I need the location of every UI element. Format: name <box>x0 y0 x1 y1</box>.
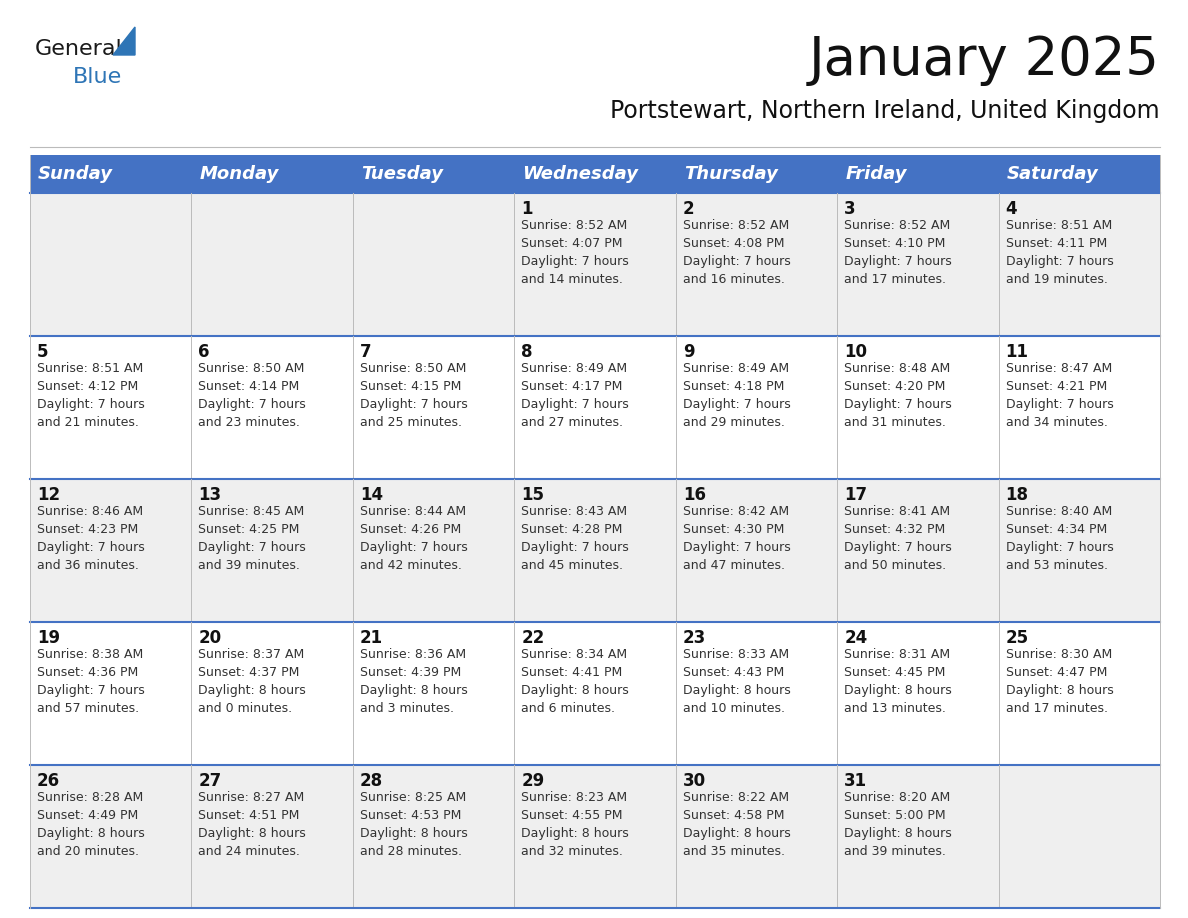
Text: Sunrise: 8:30 AM
Sunset: 4:47 PM
Daylight: 8 hours
and 17 minutes.: Sunrise: 8:30 AM Sunset: 4:47 PM Dayligh… <box>1005 648 1113 715</box>
Text: Blue: Blue <box>72 67 122 87</box>
Text: 22: 22 <box>522 629 544 647</box>
Text: Sunrise: 8:48 AM
Sunset: 4:20 PM
Daylight: 7 hours
and 31 minutes.: Sunrise: 8:48 AM Sunset: 4:20 PM Dayligh… <box>845 362 952 429</box>
Text: 27: 27 <box>198 772 222 790</box>
Text: Sunrise: 8:36 AM
Sunset: 4:39 PM
Daylight: 8 hours
and 3 minutes.: Sunrise: 8:36 AM Sunset: 4:39 PM Dayligh… <box>360 648 468 715</box>
Text: Sunrise: 8:51 AM
Sunset: 4:12 PM
Daylight: 7 hours
and 21 minutes.: Sunrise: 8:51 AM Sunset: 4:12 PM Dayligh… <box>37 362 145 429</box>
Text: 31: 31 <box>845 772 867 790</box>
Text: Sunrise: 8:49 AM
Sunset: 4:18 PM
Daylight: 7 hours
and 29 minutes.: Sunrise: 8:49 AM Sunset: 4:18 PM Dayligh… <box>683 362 790 429</box>
Text: Sunrise: 8:41 AM
Sunset: 4:32 PM
Daylight: 7 hours
and 50 minutes.: Sunrise: 8:41 AM Sunset: 4:32 PM Dayligh… <box>845 505 952 572</box>
Text: Saturday: Saturday <box>1006 165 1099 183</box>
Text: 10: 10 <box>845 343 867 361</box>
Text: Sunrise: 8:52 AM
Sunset: 4:08 PM
Daylight: 7 hours
and 16 minutes.: Sunrise: 8:52 AM Sunset: 4:08 PM Dayligh… <box>683 219 790 286</box>
Text: 20: 20 <box>198 629 221 647</box>
Text: 8: 8 <box>522 343 532 361</box>
Text: Sunrise: 8:52 AM
Sunset: 4:07 PM
Daylight: 7 hours
and 14 minutes.: Sunrise: 8:52 AM Sunset: 4:07 PM Dayligh… <box>522 219 628 286</box>
Text: Sunrise: 8:31 AM
Sunset: 4:45 PM
Daylight: 8 hours
and 13 minutes.: Sunrise: 8:31 AM Sunset: 4:45 PM Dayligh… <box>845 648 952 715</box>
Text: Sunrise: 8:50 AM
Sunset: 4:15 PM
Daylight: 7 hours
and 25 minutes.: Sunrise: 8:50 AM Sunset: 4:15 PM Dayligh… <box>360 362 468 429</box>
Text: 6: 6 <box>198 343 210 361</box>
Text: 4: 4 <box>1005 200 1017 218</box>
Text: Sunrise: 8:25 AM
Sunset: 4:53 PM
Daylight: 8 hours
and 28 minutes.: Sunrise: 8:25 AM Sunset: 4:53 PM Dayligh… <box>360 791 468 858</box>
Text: 7: 7 <box>360 343 372 361</box>
Text: Sunrise: 8:51 AM
Sunset: 4:11 PM
Daylight: 7 hours
and 19 minutes.: Sunrise: 8:51 AM Sunset: 4:11 PM Dayligh… <box>1005 219 1113 286</box>
Polygon shape <box>113 27 135 55</box>
Text: Sunrise: 8:46 AM
Sunset: 4:23 PM
Daylight: 7 hours
and 36 minutes.: Sunrise: 8:46 AM Sunset: 4:23 PM Dayligh… <box>37 505 145 572</box>
Text: 21: 21 <box>360 629 383 647</box>
Bar <box>30 622 1159 765</box>
Text: Sunrise: 8:23 AM
Sunset: 4:55 PM
Daylight: 8 hours
and 32 minutes.: Sunrise: 8:23 AM Sunset: 4:55 PM Dayligh… <box>522 791 628 858</box>
Text: 17: 17 <box>845 486 867 504</box>
Text: 16: 16 <box>683 486 706 504</box>
Bar <box>30 193 1159 336</box>
Text: Sunday: Sunday <box>38 165 113 183</box>
Text: 12: 12 <box>37 486 61 504</box>
Text: 5: 5 <box>37 343 49 361</box>
Text: 24: 24 <box>845 629 867 647</box>
Text: Sunrise: 8:40 AM
Sunset: 4:34 PM
Daylight: 7 hours
and 53 minutes.: Sunrise: 8:40 AM Sunset: 4:34 PM Dayligh… <box>1005 505 1113 572</box>
Text: Sunrise: 8:34 AM
Sunset: 4:41 PM
Daylight: 8 hours
and 6 minutes.: Sunrise: 8:34 AM Sunset: 4:41 PM Dayligh… <box>522 648 628 715</box>
Text: 2: 2 <box>683 200 694 218</box>
Text: Monday: Monday <box>200 165 279 183</box>
Text: 15: 15 <box>522 486 544 504</box>
Text: 28: 28 <box>360 772 383 790</box>
Text: Wednesday: Wednesday <box>523 165 638 183</box>
Text: January 2025: January 2025 <box>809 34 1159 86</box>
Text: Sunrise: 8:52 AM
Sunset: 4:10 PM
Daylight: 7 hours
and 17 minutes.: Sunrise: 8:52 AM Sunset: 4:10 PM Dayligh… <box>845 219 952 286</box>
Bar <box>30 155 1159 193</box>
Text: Sunrise: 8:49 AM
Sunset: 4:17 PM
Daylight: 7 hours
and 27 minutes.: Sunrise: 8:49 AM Sunset: 4:17 PM Dayligh… <box>522 362 628 429</box>
Text: Sunrise: 8:50 AM
Sunset: 4:14 PM
Daylight: 7 hours
and 23 minutes.: Sunrise: 8:50 AM Sunset: 4:14 PM Dayligh… <box>198 362 307 429</box>
Bar <box>30 336 1159 479</box>
Text: 1: 1 <box>522 200 532 218</box>
Text: 26: 26 <box>37 772 61 790</box>
Text: 18: 18 <box>1005 486 1029 504</box>
Text: Sunrise: 8:38 AM
Sunset: 4:36 PM
Daylight: 7 hours
and 57 minutes.: Sunrise: 8:38 AM Sunset: 4:36 PM Dayligh… <box>37 648 145 715</box>
Text: Sunrise: 8:22 AM
Sunset: 4:58 PM
Daylight: 8 hours
and 35 minutes.: Sunrise: 8:22 AM Sunset: 4:58 PM Dayligh… <box>683 791 790 858</box>
Text: Portstewart, Northern Ireland, United Kingdom: Portstewart, Northern Ireland, United Ki… <box>611 99 1159 123</box>
Text: Sunrise: 8:33 AM
Sunset: 4:43 PM
Daylight: 8 hours
and 10 minutes.: Sunrise: 8:33 AM Sunset: 4:43 PM Dayligh… <box>683 648 790 715</box>
Text: Thursday: Thursday <box>684 165 778 183</box>
Text: 19: 19 <box>37 629 61 647</box>
Text: Sunrise: 8:28 AM
Sunset: 4:49 PM
Daylight: 8 hours
and 20 minutes.: Sunrise: 8:28 AM Sunset: 4:49 PM Dayligh… <box>37 791 145 858</box>
Bar <box>30 765 1159 908</box>
Text: 13: 13 <box>198 486 221 504</box>
Text: 11: 11 <box>1005 343 1029 361</box>
Text: 23: 23 <box>683 629 706 647</box>
Text: 25: 25 <box>1005 629 1029 647</box>
Text: Sunrise: 8:44 AM
Sunset: 4:26 PM
Daylight: 7 hours
and 42 minutes.: Sunrise: 8:44 AM Sunset: 4:26 PM Dayligh… <box>360 505 468 572</box>
Text: Sunrise: 8:37 AM
Sunset: 4:37 PM
Daylight: 8 hours
and 0 minutes.: Sunrise: 8:37 AM Sunset: 4:37 PM Dayligh… <box>198 648 307 715</box>
Text: Sunrise: 8:45 AM
Sunset: 4:25 PM
Daylight: 7 hours
and 39 minutes.: Sunrise: 8:45 AM Sunset: 4:25 PM Dayligh… <box>198 505 307 572</box>
Text: 3: 3 <box>845 200 855 218</box>
Text: 30: 30 <box>683 772 706 790</box>
Text: 14: 14 <box>360 486 383 504</box>
Text: Sunrise: 8:43 AM
Sunset: 4:28 PM
Daylight: 7 hours
and 45 minutes.: Sunrise: 8:43 AM Sunset: 4:28 PM Dayligh… <box>522 505 628 572</box>
Bar <box>30 479 1159 622</box>
Text: General: General <box>34 39 122 59</box>
Text: Sunrise: 8:27 AM
Sunset: 4:51 PM
Daylight: 8 hours
and 24 minutes.: Sunrise: 8:27 AM Sunset: 4:51 PM Dayligh… <box>198 791 307 858</box>
Text: Sunrise: 8:20 AM
Sunset: 5:00 PM
Daylight: 8 hours
and 39 minutes.: Sunrise: 8:20 AM Sunset: 5:00 PM Dayligh… <box>845 791 952 858</box>
Text: Sunrise: 8:47 AM
Sunset: 4:21 PM
Daylight: 7 hours
and 34 minutes.: Sunrise: 8:47 AM Sunset: 4:21 PM Dayligh… <box>1005 362 1113 429</box>
Text: Tuesday: Tuesday <box>361 165 443 183</box>
Text: 29: 29 <box>522 772 544 790</box>
Text: Friday: Friday <box>845 165 906 183</box>
Text: 9: 9 <box>683 343 694 361</box>
Text: Sunrise: 8:42 AM
Sunset: 4:30 PM
Daylight: 7 hours
and 47 minutes.: Sunrise: 8:42 AM Sunset: 4:30 PM Dayligh… <box>683 505 790 572</box>
